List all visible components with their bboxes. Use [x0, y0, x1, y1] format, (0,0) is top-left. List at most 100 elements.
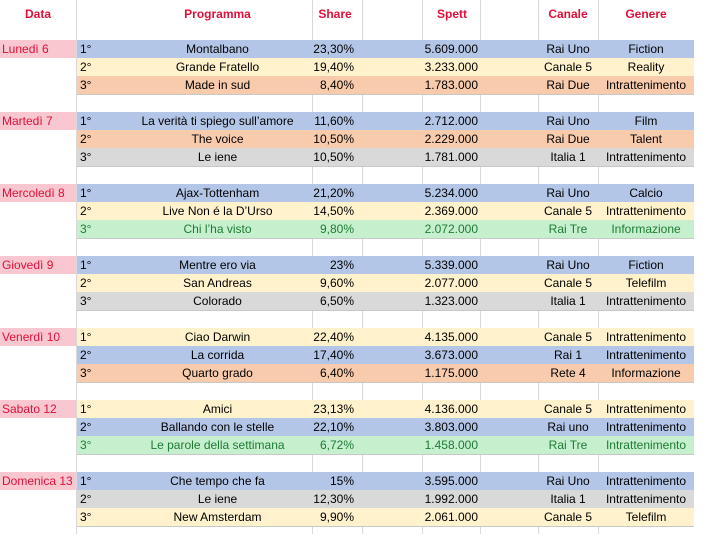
- table-row: [77, 364, 694, 383]
- spett-cell: 3.803.000: [424, 420, 478, 434]
- canale-cell: Canale 5: [543, 60, 593, 74]
- canale-cell: Canale 5: [543, 330, 593, 344]
- header-row: Data Programma Share Spett Canale Genere: [0, 5, 714, 23]
- share-cell: 9,90%: [319, 510, 354, 524]
- genere-cell: Intrattenimento: [605, 204, 687, 218]
- programma-cell: Live Non é la D’Urso: [162, 204, 273, 218]
- spett-cell: 2.072.000: [424, 222, 478, 236]
- header-programma: Programma: [184, 7, 251, 21]
- spett-cell: 2.061.000: [424, 510, 478, 524]
- canale-cell: Rai Tre: [548, 438, 588, 452]
- spett-cell: 1.323.000: [424, 294, 478, 308]
- programma-cell: Ajax-Tottenham: [175, 186, 260, 200]
- rank-cell: 2°: [80, 348, 92, 362]
- programma-cell: Le iene: [197, 150, 238, 164]
- rank-cell: 3°: [80, 510, 92, 524]
- share-cell: 22,40%: [313, 330, 354, 344]
- canale-cell: Canale 5: [543, 204, 593, 218]
- programma-cell: Che tempo che fa: [170, 474, 265, 488]
- day-label: Sabato 12: [0, 400, 76, 418]
- canale-cell: Rai uno: [547, 420, 589, 434]
- genere-cell: Intrattenimento: [605, 420, 687, 434]
- rank-cell: 2°: [80, 420, 92, 434]
- rank-cell: 1°: [80, 402, 92, 416]
- genere-cell: Film: [634, 114, 658, 128]
- day-label: Venerdì 10: [0, 328, 76, 346]
- spett-cell: 2.712.000: [424, 114, 478, 128]
- spett-cell: 3.233.000: [424, 60, 478, 74]
- share-cell: 9,80%: [319, 222, 354, 236]
- share-cell: 23,13%: [313, 402, 354, 416]
- spett-cell: 1.175.000: [424, 366, 478, 380]
- genere-cell: Telefilm: [625, 510, 667, 524]
- programma-cell: New Amsterdam: [173, 510, 262, 524]
- table-row: [77, 292, 694, 311]
- rank-cell: 3°: [80, 438, 92, 452]
- spett-cell: 2.229.000: [424, 132, 478, 146]
- canale-cell: Canale 5: [543, 510, 593, 524]
- canale-cell: Rete 4: [550, 366, 586, 380]
- share-cell: 12,30%: [313, 492, 354, 506]
- programma-cell: Chi l’ha visto: [183, 222, 252, 236]
- programma-cell: San Andreas: [183, 276, 252, 290]
- header-canale: Canale: [548, 7, 588, 21]
- share-cell: 6,50%: [319, 294, 354, 308]
- day-label: Martedì 7: [0, 112, 76, 130]
- spett-cell: 1.458.000: [424, 438, 478, 452]
- spett-cell: 5.339.000: [424, 258, 478, 272]
- genere-cell: Reality: [627, 60, 665, 74]
- rank-cell: 1°: [80, 258, 92, 272]
- share-cell: 10,50%: [313, 132, 354, 146]
- genere-cell: Intrattenimento: [605, 474, 687, 488]
- genere-cell: Intrattenimento: [605, 150, 687, 164]
- programma-cell: Le iene: [197, 492, 238, 506]
- canale-cell: Rai 1: [553, 348, 582, 362]
- rank-cell: 2°: [80, 276, 92, 290]
- share-cell: 17,40%: [313, 348, 354, 362]
- genere-cell: Intrattenimento: [605, 294, 687, 308]
- rank-cell: 1°: [80, 42, 92, 56]
- day-label: Giovedì 9: [0, 256, 76, 274]
- rank-cell: 3°: [80, 294, 92, 308]
- rank-cell: 3°: [80, 366, 92, 380]
- rank-cell: 3°: [80, 150, 92, 164]
- genere-cell: Calcio: [629, 186, 663, 200]
- programma-cell: Le parole della settimana: [150, 438, 285, 452]
- share-cell: 6,40%: [319, 366, 354, 380]
- rank-cell: 1°: [80, 186, 92, 200]
- gridline-vertical: [76, 0, 77, 534]
- rank-cell: 2°: [80, 132, 92, 146]
- share-cell: 14,50%: [313, 204, 354, 218]
- canale-cell: Rai Uno: [546, 474, 590, 488]
- table-row: [77, 508, 694, 527]
- genere-cell: Telefilm: [625, 276, 667, 290]
- share-cell: 19,40%: [313, 60, 354, 74]
- table-row: [77, 436, 694, 455]
- canale-cell: Rai Due: [546, 132, 590, 146]
- rank-cell: 1°: [80, 114, 92, 128]
- spett-cell: 2.077.000: [424, 276, 478, 290]
- spett-cell: 1.781.000: [424, 150, 478, 164]
- programma-cell: Made in sud: [184, 78, 251, 92]
- canale-cell: Italia 1: [550, 150, 586, 164]
- share-cell: 9,60%: [319, 276, 354, 290]
- canale-cell: Rai Uno: [546, 258, 590, 272]
- header-spett: Spett: [437, 7, 467, 21]
- canale-cell: Canale 5: [543, 276, 593, 290]
- genere-cell: Fiction: [628, 258, 664, 272]
- programma-cell: La verità ti spiego sull’amore: [141, 114, 294, 128]
- table-row: [77, 220, 694, 239]
- header-share: Share: [318, 7, 352, 21]
- genere-cell: Intrattenimento: [605, 78, 687, 92]
- rank-cell: 2°: [80, 204, 92, 218]
- spett-cell: 4.136.000: [424, 402, 478, 416]
- share-cell: 15%: [329, 474, 354, 488]
- programma-cell: Grande Fratello: [175, 60, 260, 74]
- genere-cell: Talent: [629, 132, 663, 146]
- spett-cell: 2.369.000: [424, 204, 478, 218]
- genere-cell: Informazione: [611, 366, 681, 380]
- rank-cell: 3°: [80, 222, 92, 236]
- share-cell: 8,40%: [319, 78, 354, 92]
- canale-cell: Italia 1: [550, 492, 586, 506]
